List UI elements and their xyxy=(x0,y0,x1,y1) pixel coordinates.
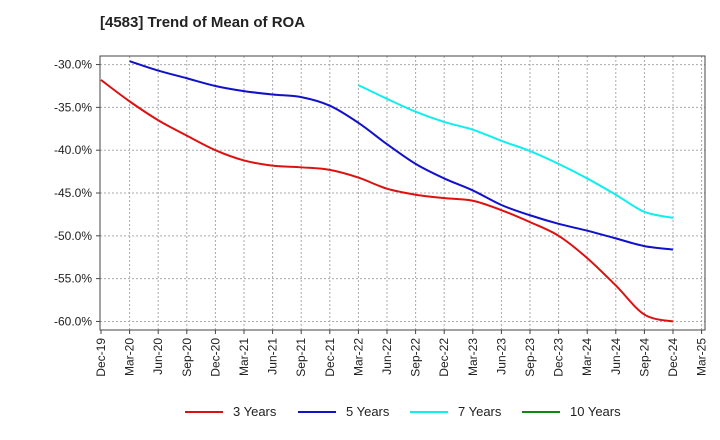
x-tick-label: Mar-21 xyxy=(237,338,251,376)
y-axis: -30.0% -35.0% -40.0% -45.0% -50.0% -55.0% -60.… xyxy=(54,58,100,328)
y-tick-label: -50.0% xyxy=(54,229,92,243)
x-tick-label: Mar-23 xyxy=(466,338,480,376)
legend-item-10-years: 10 Years xyxy=(522,404,621,419)
x-tick-label: Dec-21 xyxy=(323,338,337,377)
y-tick-label: -60.0% xyxy=(54,314,92,328)
chart-title: [4583] Trend of Mean of ROA xyxy=(100,14,306,31)
x-tick-label: Dec-22 xyxy=(437,338,451,377)
x-tick-label: Sep-23 xyxy=(523,338,537,377)
series-line-7-years xyxy=(357,84,674,219)
x-tick-label: Jun-24 xyxy=(609,338,623,375)
x-tick-label: Jun-21 xyxy=(266,338,280,375)
legend-swatch xyxy=(410,410,448,413)
x-tick-label: Sep-21 xyxy=(294,338,308,377)
legend-label: 3 Years xyxy=(233,404,277,419)
series-lines xyxy=(100,60,674,323)
legend-label: 7 Years xyxy=(458,404,502,419)
legend-swatch xyxy=(185,410,223,413)
x-tick-label: Mar-24 xyxy=(580,338,594,376)
x-tick-label: Dec-20 xyxy=(208,338,222,377)
legend-item-3-years: 3 Years xyxy=(185,404,276,419)
x-tick-label: Dec-24 xyxy=(666,338,680,377)
legend-label: 10 Years xyxy=(570,404,621,419)
legend-item-7-years: 7 Years xyxy=(410,404,501,419)
legend-item-5-years: 5 Years xyxy=(298,404,389,419)
x-tick-label: Dec-19 xyxy=(94,338,108,377)
legend: 3 Years 5 Years 7 Years 10 Years xyxy=(0,404,720,426)
x-tick-label: Dec-23 xyxy=(552,338,566,377)
grid-lines xyxy=(100,56,705,330)
y-tick-label: -35.0% xyxy=(54,100,92,114)
series-line-5-years xyxy=(129,60,674,251)
x-tick-label: Jun-20 xyxy=(151,338,165,375)
x-tick-label: Mar-25 xyxy=(695,338,709,376)
x-tick-label: Mar-22 xyxy=(351,338,365,376)
x-tick-label: Jun-23 xyxy=(494,338,508,375)
x-tick-label: Mar-20 xyxy=(123,338,137,376)
legend-swatch xyxy=(522,410,560,413)
x-tick-label: Sep-20 xyxy=(180,338,194,377)
series-line-3-years xyxy=(100,79,674,323)
legend-label: 5 Years xyxy=(346,404,390,419)
x-axis: Dec-19 Mar-20 Jun-20 Sep-20 Dec-20 Mar-21 Jun-… xyxy=(94,330,709,377)
x-tick-label: Sep-22 xyxy=(409,338,423,377)
x-tick-label: Jun-22 xyxy=(380,338,394,375)
legend-swatch xyxy=(298,410,336,413)
y-tick-label: -30.0% xyxy=(54,58,92,72)
y-tick-label: -40.0% xyxy=(54,143,92,157)
y-tick-label: -55.0% xyxy=(54,272,92,286)
x-tick-label: Sep-24 xyxy=(637,338,651,377)
y-tick-label: -45.0% xyxy=(54,186,92,200)
